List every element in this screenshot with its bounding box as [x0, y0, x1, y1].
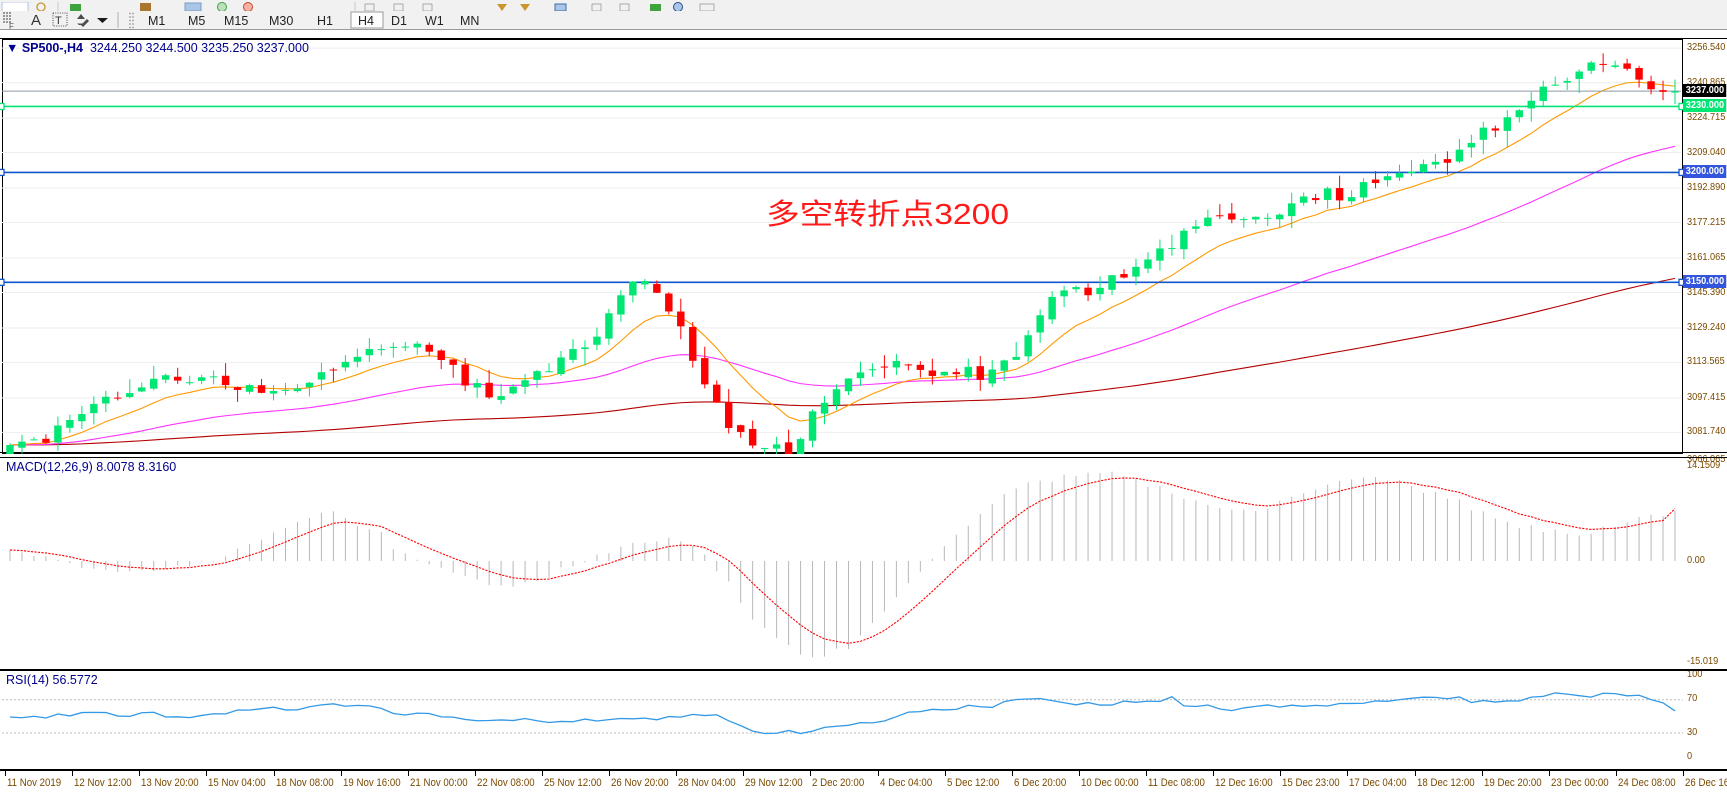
svg-text:M15: M15	[224, 14, 248, 28]
svg-text:H4: H4	[358, 14, 374, 28]
svg-text:H1: H1	[317, 14, 333, 28]
svg-text:F: F	[9, 22, 14, 29]
svg-text:M30: M30	[269, 14, 293, 28]
svg-text:T: T	[55, 15, 62, 27]
svg-text:D1: D1	[391, 14, 407, 28]
svg-text:MN: MN	[460, 14, 479, 28]
svg-text:M1: M1	[148, 14, 165, 28]
svg-text:W1: W1	[425, 14, 444, 28]
svg-text:M5: M5	[188, 14, 205, 28]
svg-text:A: A	[31, 12, 41, 29]
